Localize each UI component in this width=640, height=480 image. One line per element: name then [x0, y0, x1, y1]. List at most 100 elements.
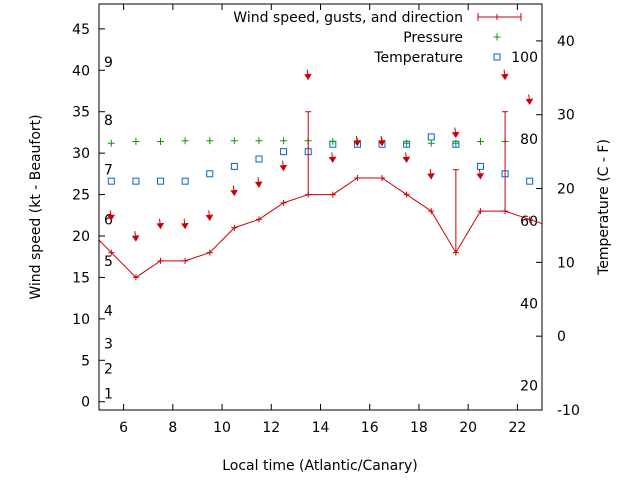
y-tick-label: 45 — [72, 22, 90, 38]
beaufort-label: 3 — [104, 337, 113, 353]
y2-axis-ticks: -10 0 10 20 30 40 — [536, 34, 580, 419]
wind-direction-arrowhead — [107, 214, 115, 221]
temperature-point — [206, 170, 214, 178]
x-tick-label: 16 — [361, 420, 379, 436]
temperature-point — [230, 162, 238, 170]
pressure-point — [181, 137, 189, 145]
y-tick-label: 35 — [72, 105, 90, 121]
y2-tick-label: 0 — [557, 329, 566, 345]
y-tick-label: 0 — [81, 395, 90, 411]
beaufort-label: 5 — [104, 254, 113, 270]
beaufort-label: 8 — [104, 113, 113, 129]
x-tick-label: 10 — [213, 420, 231, 436]
y2-tick-label: 30 — [557, 108, 575, 124]
beaufort-label: 2 — [104, 362, 113, 378]
wind-direction-arrowhead — [304, 73, 312, 81]
y-tick-label: 10 — [72, 312, 90, 328]
wind-direction-arrowhead — [402, 156, 411, 163]
wind-speed-point — [379, 175, 386, 181]
wind-speed-point — [502, 208, 509, 215]
wind-direction-arrowhead — [501, 73, 509, 81]
y-axis-ticks: 0 5 10 15 20 25 30 35 40 45 — [72, 22, 105, 411]
wind-direction-arrowhead — [353, 140, 361, 147]
wind-direction-arrowhead — [230, 189, 238, 197]
y2-tick-label: -10 — [557, 403, 580, 419]
wind-direction-arrowhead — [205, 214, 214, 221]
legend: Wind speed, gusts, and direction Pressure… — [233, 10, 522, 66]
y2-tick-label: 20 — [557, 182, 575, 198]
wind-speed-point — [132, 274, 139, 281]
plot-frame — [98, 3, 543, 411]
beaufort-label: 6 — [104, 212, 113, 228]
wind-speed-point — [477, 208, 484, 215]
beaufort-labels: 1 2 3 4 5 6 7 8 9 — [104, 55, 113, 402]
wind-speed-point — [452, 249, 459, 256]
pressure-point — [329, 138, 337, 146]
fahrenheit-label: 80 — [520, 132, 538, 148]
pressure-point — [403, 139, 411, 147]
beaufort-label: 1 — [104, 386, 113, 402]
x-tick-label: 8 — [168, 420, 177, 436]
pressure-point — [452, 139, 460, 147]
wind-speed-point — [231, 224, 238, 231]
wind-speed-line — [98, 177, 543, 279]
y-tick-label: 5 — [81, 353, 90, 369]
wind-speed-point — [305, 191, 312, 198]
x-tick-label: 6 — [119, 420, 128, 436]
beaufort-label: 9 — [104, 55, 113, 71]
temperature-point — [181, 177, 189, 185]
y-tick-label: 20 — [72, 229, 90, 245]
fahrenheit-label: 60 — [520, 214, 538, 230]
x-tick-label: 12 — [262, 420, 280, 436]
wind-speed-point — [157, 257, 164, 264]
y-axis-label: Wind speed (kt - Beaufort) — [28, 114, 44, 299]
pressure-point — [255, 137, 263, 145]
wind-direction-arrowhead — [377, 140, 386, 147]
wind-speed-point — [206, 249, 213, 256]
fahrenheit-labels: 20 40 60 80 100 — [511, 50, 538, 394]
y2-tick-label: 40 — [557, 34, 575, 50]
wind-speed-point — [182, 257, 189, 264]
wind-speed-point — [255, 216, 262, 223]
x-tick-label: 18 — [410, 420, 428, 436]
wind-direction-arrowhead — [156, 222, 165, 230]
temperature-point — [280, 148, 288, 156]
x-tick-label: 14 — [312, 420, 330, 436]
wind-direction-arrowhead — [525, 98, 534, 105]
legend-pressure-marker — [493, 33, 501, 41]
fahrenheit-label: 40 — [520, 297, 538, 313]
wind-direction-arrowhead — [451, 131, 460, 139]
x-axis-label: Local time (Atlantic/Canary) — [222, 458, 418, 474]
pressure-point — [157, 138, 165, 146]
pressure-point — [107, 139, 115, 147]
wind-speed-point — [329, 191, 336, 198]
plot-marks — [98, 69, 543, 281]
wind-direction-arrowhead — [427, 173, 435, 180]
x-tick-label: 22 — [508, 420, 526, 436]
pressure-point — [476, 138, 484, 146]
wind-direction-arrowhead — [181, 222, 189, 230]
legend-label-pressure: Pressure — [403, 30, 463, 46]
temperature-point — [132, 177, 140, 185]
wind-speed-point — [403, 191, 410, 198]
pressure-point — [230, 137, 238, 145]
x-axis-ticks: 6 8 10 12 14 16 18 20 22 — [119, 4, 526, 436]
pressure-point — [280, 137, 288, 145]
y-tick-label: 40 — [72, 63, 90, 79]
legend-temperature-marker — [493, 53, 501, 61]
wind-speed-point — [108, 249, 115, 256]
temperature-point — [157, 177, 165, 185]
x-tick-label: 20 — [459, 420, 477, 436]
fahrenheit-label: 100 — [511, 50, 538, 66]
temperature-point — [526, 177, 534, 185]
beaufort-label: 4 — [104, 304, 113, 320]
wind-speed-point — [428, 208, 435, 215]
temperature-point — [255, 155, 263, 163]
legend-label-temperature: Temperature — [373, 50, 463, 66]
temperature-point — [427, 133, 435, 141]
pressure-point — [427, 139, 435, 147]
wind-direction-arrowhead — [328, 156, 337, 163]
beaufort-label: 7 — [104, 163, 113, 179]
temperature-point — [476, 162, 484, 170]
